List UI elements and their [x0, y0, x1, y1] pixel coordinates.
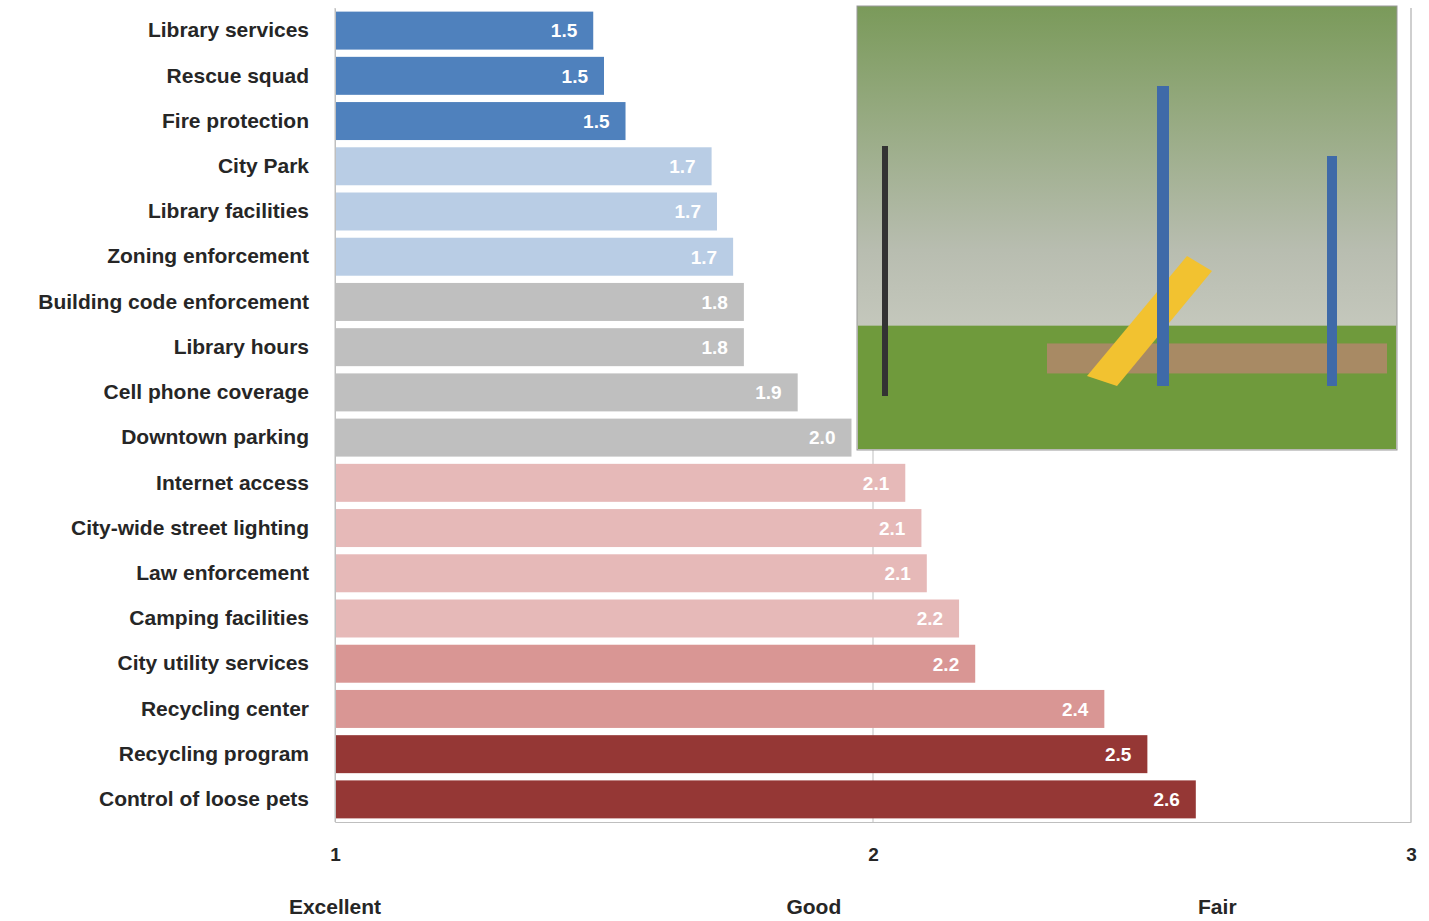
x-axis: 1 2 3: [330, 822, 1417, 865]
tick: City-wide street lighting: [71, 516, 335, 539]
data-label: 1.5: [583, 111, 610, 132]
tick: Library services: [148, 18, 335, 41]
annotation: Excellent: [289, 895, 381, 918]
tick: 3: [1406, 822, 1417, 865]
bar: [335, 328, 744, 366]
data-label: 1.8: [701, 292, 727, 313]
category-label: Recycling program: [119, 742, 309, 765]
category-label: Fire protection: [162, 109, 309, 132]
tick-label: 1: [330, 844, 341, 865]
chart: 1.5 1.5 1.5 1.7 1.7 1.7 1.8 1.8 1.9 2.0 2.1 2.1 2.1 2…: [0, 0, 1429, 921]
axis-line: [335, 9, 336, 823]
bar: [335, 147, 712, 185]
data-label: 2.2: [917, 608, 943, 629]
category-label: Rescue squad: [167, 64, 309, 87]
bar: [335, 464, 905, 502]
data-label: 2.6: [1153, 789, 1179, 810]
bar: [335, 373, 798, 411]
annotations: Excellent Good Fair: [289, 895, 1237, 918]
category-label: Library services: [148, 18, 309, 41]
bar: [335, 193, 717, 231]
data-label: 2.1: [863, 473, 890, 494]
category-label: Building code enforcement: [38, 290, 309, 313]
tick-label: 2: [868, 844, 879, 865]
bar: [335, 690, 1104, 728]
bar: [335, 12, 593, 50]
data-label: 2.4: [1062, 699, 1089, 720]
photo-post: [1327, 156, 1337, 386]
photo: [857, 6, 1397, 450]
grid-line: [1411, 8, 1412, 822]
bar: [335, 735, 1147, 773]
category-label: Library hours: [174, 335, 309, 358]
tick: Internet access: [156, 471, 335, 494]
data-label: 2.2: [933, 654, 959, 675]
bar: [335, 57, 604, 95]
bar: [335, 283, 744, 321]
category-label: City utility services: [118, 651, 309, 674]
data-label: 1.8: [701, 337, 727, 358]
tick: Building code enforcement: [38, 290, 335, 313]
tick: 1: [330, 822, 341, 865]
category-label: Recycling center: [141, 697, 309, 720]
data-label: 1.7: [675, 201, 701, 222]
bar: [335, 645, 975, 683]
tick: Library facilities: [148, 199, 335, 222]
bar: [335, 419, 851, 457]
tick: Zoning enforcement: [107, 244, 335, 267]
category-label: Control of loose pets: [99, 787, 309, 810]
annotation: Fair: [1198, 895, 1237, 918]
photo-post: [1157, 86, 1169, 386]
frame-line: [1411, 8, 1412, 822]
category-label: Camping facilities: [129, 606, 309, 629]
tick-label: 3: [1406, 844, 1417, 865]
bar: [335, 600, 959, 638]
axis-line: [336, 822, 1412, 823]
bar: [335, 780, 1196, 818]
annotation: Good: [786, 895, 841, 918]
data-label: 2.1: [879, 518, 906, 539]
data-labels: 1.5 1.5 1.5 1.7 1.7 1.7 1.8 1.8 1.9 2.0 2.1 2.1 2.1 2…: [551, 20, 1180, 810]
category-label: Internet access: [156, 471, 309, 494]
category-label: Cell phone coverage: [104, 380, 309, 403]
tick: Fire protection: [162, 109, 335, 132]
category-label: Library facilities: [148, 199, 309, 222]
grid-line: [335, 8, 336, 822]
tick: Downtown parking: [121, 425, 335, 448]
photo-slide: [1087, 256, 1212, 386]
tick: City Park: [218, 154, 335, 177]
bar: [335, 238, 733, 276]
data-label: 2.5: [1105, 744, 1132, 765]
data-label: 1.5: [562, 66, 589, 87]
category-label: Law enforcement: [136, 561, 309, 584]
category-label: City-wide street lighting: [71, 516, 309, 539]
data-label: 1.9: [755, 382, 781, 403]
photo-frame: [857, 6, 1397, 450]
bar: [335, 102, 626, 140]
data-label: 2.0: [809, 427, 835, 448]
data-label: 1.5: [551, 20, 578, 41]
tick: Law enforcement: [136, 561, 335, 584]
tick: 2: [868, 822, 879, 865]
data-label: 1.7: [669, 156, 695, 177]
tick: Library hours: [174, 335, 335, 358]
tick: Recycling center: [141, 697, 335, 720]
tick: City utility services: [118, 651, 335, 674]
data-label: 2.1: [884, 563, 911, 584]
data-label: 1.7: [691, 247, 717, 268]
bar: [335, 554, 927, 592]
tick: Cell phone coverage: [104, 380, 335, 403]
category-label: City Park: [218, 154, 309, 177]
tick: Rescue squad: [167, 64, 335, 87]
category-label: Zoning enforcement: [107, 244, 309, 267]
y-axis: Library services Rescue squad Fire protect…: [38, 9, 335, 823]
tick: Control of loose pets: [99, 787, 335, 810]
category-label: Downtown parking: [121, 425, 309, 448]
photo-lamp: [882, 146, 888, 396]
tick: Recycling program: [119, 742, 335, 765]
tick: Camping facilities: [129, 606, 335, 629]
bar: [335, 509, 921, 547]
